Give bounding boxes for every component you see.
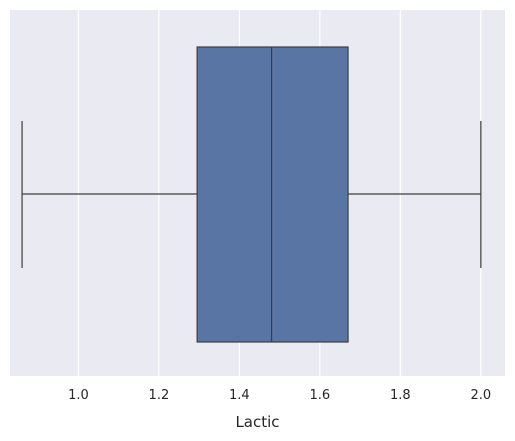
x-tick-labels: 1.0 1.2 1.4 1.6 1.8 2.0 [68, 388, 491, 403]
x-tick-label: 1.6 [310, 388, 331, 403]
x-tick-label: 1.0 [68, 388, 89, 403]
x-tick-label: 1.2 [149, 388, 170, 403]
x-axis-label: Lactic [235, 413, 279, 431]
iqr-box [196, 46, 349, 343]
x-tick-label: 1.4 [229, 388, 250, 403]
box-plot [21, 46, 482, 343]
x-tick-label: 1.8 [390, 388, 411, 403]
x-tick-label: 2.0 [471, 388, 492, 403]
